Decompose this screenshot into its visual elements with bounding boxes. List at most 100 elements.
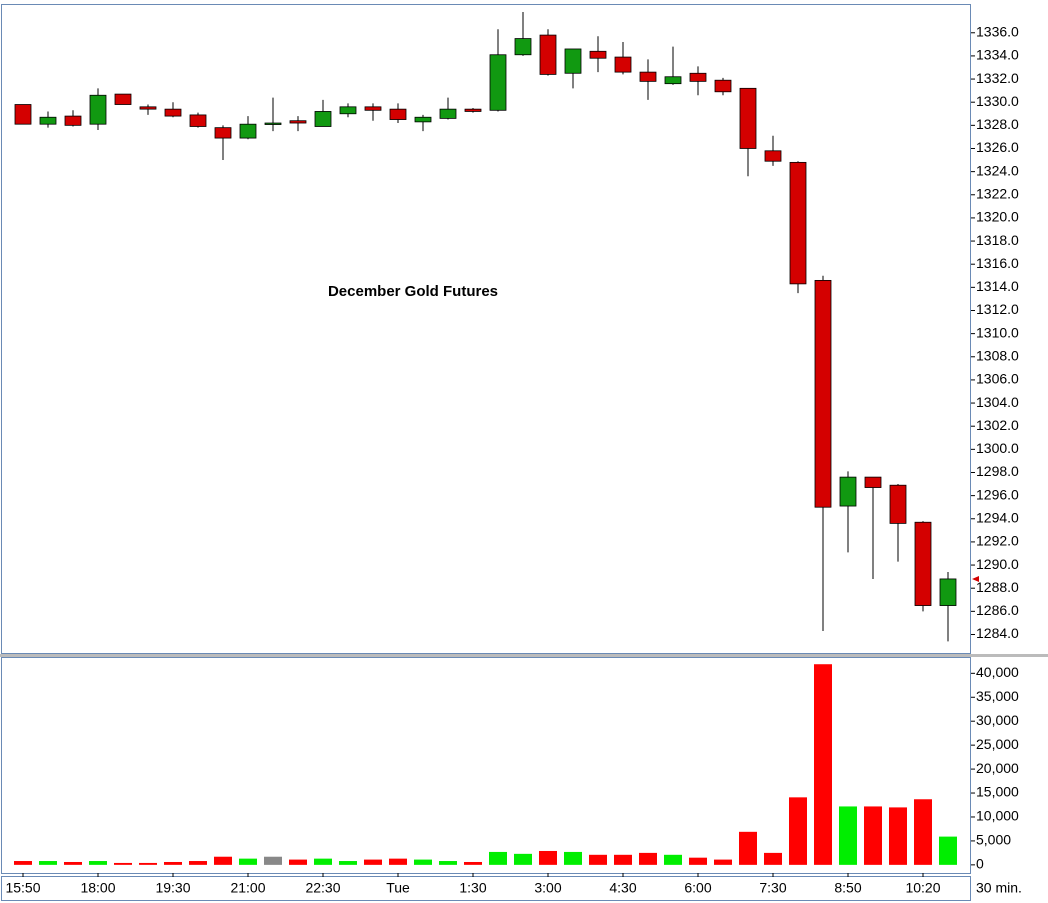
- candle-body: [39, 116, 57, 125]
- candle-body: [639, 71, 657, 82]
- candle-body: [314, 111, 332, 127]
- candle-body: [189, 114, 207, 127]
- volume-bar: [589, 854, 607, 865]
- y-tick-label: 40,000: [976, 664, 1019, 680]
- y-tick-label: 1320.0: [976, 209, 1019, 225]
- y-tick-label: 1324.0: [976, 162, 1019, 178]
- candle-body: [939, 578, 957, 606]
- y-tick-label: 1308.0: [976, 347, 1019, 363]
- candle-body: [339, 106, 357, 115]
- candle-body: [539, 34, 557, 75]
- y-tick-label: 25,000: [976, 736, 1019, 752]
- price-panel: [1, 4, 971, 654]
- y-tick-label: 1304.0: [976, 394, 1019, 410]
- volume-bar: [289, 859, 307, 865]
- candle-body: [764, 150, 782, 162]
- volume-bar: [164, 861, 182, 865]
- x-tick-label: 21:00: [230, 880, 265, 896]
- y-tick-label: 1306.0: [976, 371, 1019, 387]
- y-tick-label: 1316.0: [976, 255, 1019, 271]
- volume-bar: [539, 850, 557, 865]
- volume-bar: [14, 861, 32, 865]
- volume-bar: [264, 856, 282, 865]
- y-tick-label: 1302.0: [976, 417, 1019, 433]
- x-tick-label: 3:00: [534, 880, 561, 896]
- volume-bar: [464, 861, 482, 865]
- candle-body: [364, 106, 382, 111]
- candle-body: [889, 484, 907, 524]
- volume-bar: [414, 859, 432, 865]
- volume-bar: [89, 861, 107, 865]
- volume-bar: [764, 852, 782, 865]
- candle-body: [439, 108, 457, 119]
- volume-bar: [664, 854, 682, 865]
- candle-body: [839, 476, 857, 507]
- x-tick-label: 6:00: [684, 880, 711, 896]
- y-tick-label: 1314.0: [976, 278, 1019, 294]
- candle-body: [614, 56, 632, 73]
- volume-bar: [39, 861, 57, 865]
- candle-body: [739, 87, 757, 149]
- y-tick-label: 1310.0: [976, 324, 1019, 340]
- y-tick-label: 1286.0: [976, 602, 1019, 618]
- y-tick-label: 1334.0: [976, 47, 1019, 63]
- volume-bar: [439, 861, 457, 865]
- volume-bar: [689, 857, 707, 865]
- y-tick-label: 1312.0: [976, 301, 1019, 317]
- y-tick-label: 5,000: [976, 832, 1011, 848]
- y-tick-label: 10,000: [976, 808, 1019, 824]
- candle-body: [264, 122, 282, 125]
- candle-body: [689, 72, 707, 82]
- volume-bar: [64, 861, 82, 865]
- y-tick-label: 1288.0: [976, 579, 1019, 595]
- x-tick-label: 8:50: [834, 880, 861, 896]
- candle-body: [414, 116, 432, 123]
- candle-body: [789, 161, 807, 285]
- x-tick-label: 22:30: [305, 880, 340, 896]
- volume-bar: [914, 799, 932, 865]
- y-tick-label: 1284.0: [976, 625, 1019, 641]
- candle-body: [864, 476, 882, 488]
- x-tick-label: 1:30: [459, 880, 486, 896]
- y-tick-label: 1328.0: [976, 116, 1019, 132]
- candle-body: [239, 123, 257, 139]
- volume-bar: [814, 664, 832, 865]
- volume-bar: [189, 861, 207, 865]
- volume-panel: [1, 657, 971, 874]
- candle-body: [589, 50, 607, 59]
- x-tick-label: 7:30: [759, 880, 786, 896]
- x-tick-label: 4:30: [609, 880, 636, 896]
- y-tick-label: 1294.0: [976, 509, 1019, 525]
- candle-body: [64, 115, 82, 126]
- volume-bar: [339, 861, 357, 865]
- candle-body: [114, 93, 132, 105]
- volume-bar: [214, 856, 232, 865]
- annotation: December Gold Futures: [328, 283, 498, 300]
- x-tick-label: 15:50: [5, 880, 40, 896]
- volume-bar: [889, 807, 907, 865]
- volume-bar: [639, 852, 657, 865]
- candle-body: [564, 48, 582, 74]
- volume-bar: [314, 858, 332, 865]
- candle-body: [389, 108, 407, 120]
- volume-bar: [739, 831, 757, 865]
- y-tick-label: 1300.0: [976, 440, 1019, 456]
- y-tick-label: 1290.0: [976, 556, 1019, 572]
- y-tick-label: 1336.0: [976, 23, 1019, 39]
- y-tick-label: 1298.0: [976, 463, 1019, 479]
- volume-bar: [389, 858, 407, 865]
- last-price-marker: [972, 575, 979, 582]
- candle-body: [464, 108, 482, 112]
- volume-bar: [489, 851, 507, 865]
- y-tick-label: 1318.0: [976, 232, 1019, 248]
- candle-body: [214, 127, 232, 139]
- y-tick-label: 1330.0: [976, 93, 1019, 109]
- x-tick-label: 10:20: [905, 880, 940, 896]
- volume-bar: [614, 854, 632, 865]
- y-tick-label: 35,000: [976, 688, 1019, 704]
- candle-body: [714, 79, 732, 93]
- volume-bar: [114, 862, 132, 865]
- x-axis-panel: [1, 876, 971, 901]
